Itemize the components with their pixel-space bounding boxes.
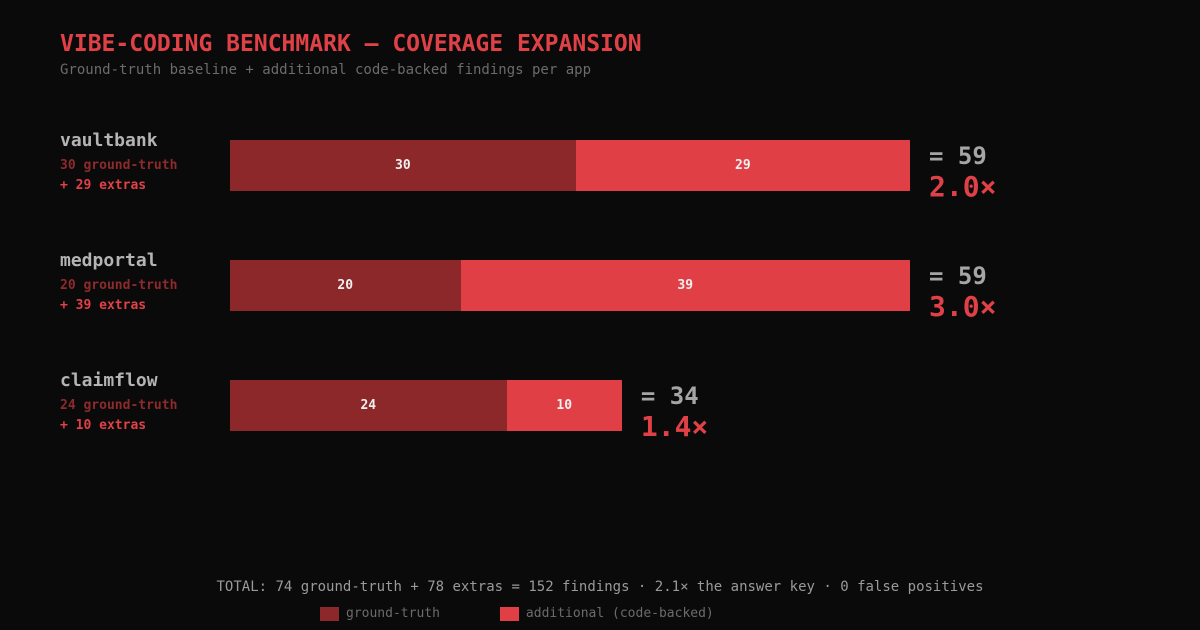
app-name: medportal: [60, 250, 158, 271]
data-label-ground-truth: 24: [360, 398, 377, 413]
chart-subtitle: Ground-truth baseline + additional code-…: [60, 62, 592, 78]
chart-row-medportal: medportal 20 ground-truth + 39 extras 20 39 =…: [0, 250, 1200, 370]
bar-segment-additional: 39: [460, 260, 910, 311]
total-label: = 59: [929, 262, 987, 290]
data-label-additional: 10: [556, 398, 573, 413]
bar-segment-ground-truth: 20: [230, 260, 461, 311]
chart-row-claimflow: claimflow 24 ground-truth + 10 extras 24 10 =…: [0, 370, 1200, 490]
legend-label-additional: additional (code-backed): [525, 606, 714, 621]
extras-note: + 29 extras: [60, 178, 147, 193]
multiplier-label: 2.0×: [929, 170, 997, 203]
stacked-bar: 30 29: [230, 140, 910, 191]
data-label-additional: 39: [677, 278, 694, 293]
stacked-bar: 24 10: [230, 380, 622, 431]
ground-truth-note: 30 ground-truth: [60, 158, 178, 173]
data-label-ground-truth: 30: [395, 158, 411, 173]
ground-truth-note: 24 ground-truth: [60, 398, 178, 413]
total-label: = 34: [640, 382, 699, 410]
legend-item-additional: additional (code-backed): [499, 606, 714, 621]
legend-label-ground-truth: ground-truth: [346, 606, 440, 621]
ground-truth-note: 20 ground-truth: [60, 278, 178, 293]
legend-swatch-additional: [499, 606, 519, 621]
legend-swatch-ground-truth: [320, 606, 339, 621]
extras-note: + 39 extras: [60, 298, 147, 313]
legend-item-ground-truth: ground-truth: [320, 606, 440, 621]
data-label-additional: 29: [735, 158, 751, 173]
total-label: = 59: [929, 142, 987, 170]
chart-row-vaultbank: vaultbank 30 ground-truth + 29 extras 30 29 =…: [0, 130, 1200, 250]
multiplier-label: 1.4×: [640, 410, 709, 443]
bar-segment-additional: 29: [575, 140, 910, 191]
bar-segment-ground-truth: 30: [230, 140, 576, 191]
app-name: vaultbank: [60, 130, 158, 151]
app-name: claimflow: [60, 370, 158, 391]
multiplier-label: 3.0×: [929, 290, 997, 323]
chart-title: VIBE-CODING BENCHMARK — COVERAGE EXPANSI…: [60, 31, 642, 57]
bar-segment-additional: 10: [506, 380, 622, 431]
data-label-ground-truth: 20: [337, 278, 354, 293]
extras-note: + 10 extras: [60, 418, 147, 433]
bar-segment-ground-truth: 24: [230, 380, 507, 431]
stacked-bar: 20 39: [230, 260, 910, 311]
footer-summary: TOTAL: 74 ground-truth + 78 extras = 152…: [216, 579, 984, 595]
legend: ground-truth additional (code-backed): [320, 606, 714, 621]
